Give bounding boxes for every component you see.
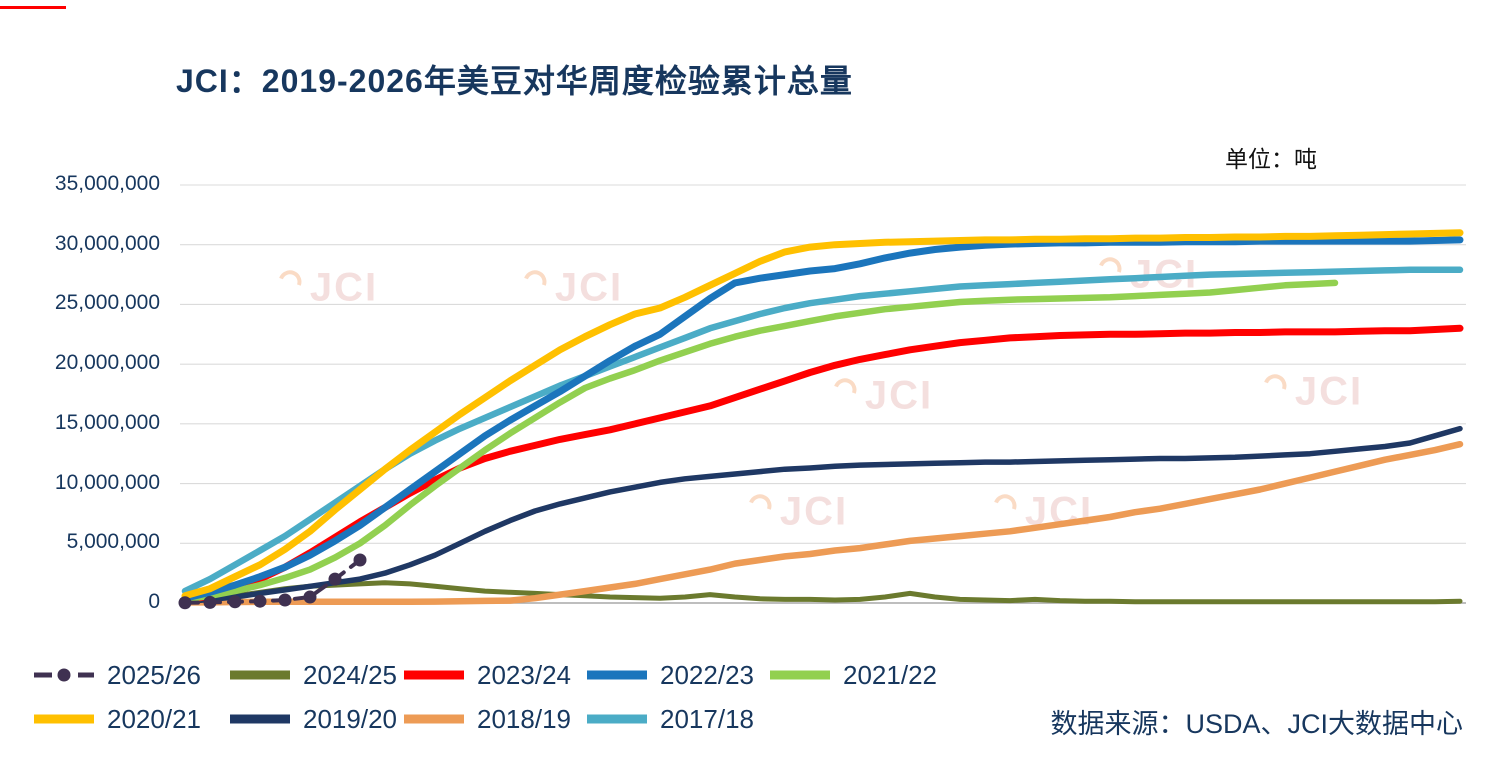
series-marker-2025-26 <box>328 572 342 586</box>
legend-swatch-2019-20 <box>230 714 290 724</box>
series-line-2022-23 <box>181 236 1464 602</box>
legend-row-1: 2025/26 2024/25 2023/24 2022/23 2021/22 <box>0 658 1501 692</box>
series-marker-2025-26 <box>353 553 367 567</box>
data-source-note: 数据来源：USDA、JCI大数据中心 <box>1050 709 1463 739</box>
legend-swatch-2022-23 <box>587 670 647 680</box>
top-accent-line <box>0 6 66 9</box>
series-marker-2025-26 <box>253 594 267 608</box>
chart-title: JCI：2019-2026年美豆对华周度检验累计总量 <box>176 63 853 99</box>
series-marker-2025-26 <box>278 593 292 607</box>
legend-item-2018-19: 2018/19 <box>402 702 571 736</box>
series-line-2020-21 <box>181 229 1464 600</box>
legend-item-2023-24: 2023/24 <box>402 658 571 692</box>
legend-label-2024-25: 2024/25 <box>303 659 397 690</box>
legend-swatch-2024-25 <box>230 670 290 680</box>
series-marker-2025-26 <box>203 595 217 609</box>
series-line-2024-25 <box>182 580 1463 605</box>
legend-item-2022-23: 2022/23 <box>585 658 754 692</box>
legend-item-2019-20: 2019/20 <box>228 702 397 736</box>
legend-item-2017-18: 2017/18 <box>585 702 754 736</box>
unit-label: 单位：吨 <box>1225 146 1317 172</box>
legend-label-2021-22: 2021/22 <box>843 659 937 690</box>
legend-label-2020-21: 2020/21 <box>107 703 201 734</box>
legend-item-2024-25: 2024/25 <box>228 658 397 692</box>
series-line-2019-20 <box>182 425 1463 605</box>
legend-label-2018-19: 2018/19 <box>477 703 571 734</box>
series-marker-2025-26 <box>178 596 192 610</box>
series-marker-2025-26 <box>303 590 317 604</box>
legend-swatch-2023-24 <box>404 670 464 680</box>
legend-item-2020-21: 2020/21 <box>32 702 201 736</box>
legend-swatch-2025-26 <box>34 668 94 682</box>
series-line-2018-19 <box>181 440 1464 606</box>
legend-label-2019-20: 2019/20 <box>303 703 397 734</box>
legend-swatch-2018-19 <box>404 714 464 724</box>
legend-label-2017-18: 2017/18 <box>660 703 754 734</box>
legend-label-2023-24: 2023/24 <box>477 659 571 690</box>
legend-label-2022-23: 2022/23 <box>660 659 754 690</box>
series-marker-2025-26 <box>228 595 242 609</box>
series-line-2021-22 <box>181 279 1339 603</box>
legend-swatch-2021-22 <box>770 670 830 680</box>
legend-row-2: 2020/21 2019/20 2018/19 2017/18 <box>0 702 1501 736</box>
legend-item-2025-26: 2025/26 <box>32 658 201 692</box>
legend-item-2021-22: 2021/22 <box>768 658 937 692</box>
legend-label-2025-26: 2025/26 <box>107 659 201 690</box>
legend-swatch-2020-21 <box>34 714 94 724</box>
legend-swatch-2017-18 <box>587 714 647 724</box>
